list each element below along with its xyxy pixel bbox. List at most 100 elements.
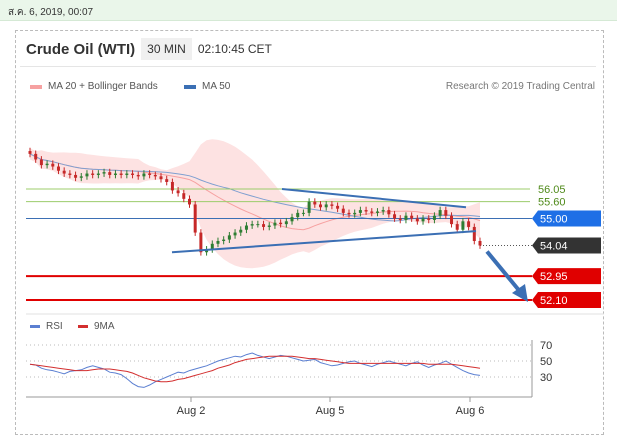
rsi-tick-70: 70 [540,340,552,352]
candle-body [284,221,288,225]
forecast-arrow-line [485,250,524,296]
candle-body [244,225,248,230]
candle-body [68,173,72,175]
candle-body [296,212,300,218]
candle-body [273,222,277,226]
rsi-series-9MA [29,355,481,383]
level-label-52.10: 52.10 [540,295,568,307]
candle-body [96,173,100,175]
candle-body [267,225,271,227]
level-tag-52.95 [532,268,601,285]
candle-body [398,218,402,220]
candle-body [108,172,112,175]
candle-body [279,222,283,225]
candle-body [375,211,379,213]
legend-bollinger-label: MA 20 + Bollinger Bands [48,81,158,92]
candle-body [444,210,448,216]
candle-body [170,181,174,191]
level-label-55.60: 55.60 [538,197,566,209]
rsi-ma-swatch-icon [78,325,88,328]
candle-body [432,215,436,220]
channel-lower-line [171,230,477,254]
candle-body [176,190,180,194]
level-label-52.95: 52.95 [540,271,568,283]
candle-body [256,224,260,226]
candle-body [319,204,323,208]
candle-body [450,215,454,225]
chart-time: 02:10:45 CET [197,42,272,56]
candle-body [45,163,49,166]
candle-body [233,232,237,236]
x-tick-label: Aug 2 [177,405,206,417]
candle-body [79,176,83,178]
timeframe-badge[interactable]: 30 MIN [141,38,192,60]
candle-body [136,174,140,177]
candle-body [455,224,459,230]
legend-rsi-ma: 9MA [78,321,115,332]
symbol-title: Crude Oil (WTI) [26,40,136,58]
level-tag-55.00 [532,210,601,227]
candle-body [28,151,32,154]
rsi-tick-50: 50 [540,356,552,368]
date-text: ส.ค. 6, 2019, 00:07 [8,7,94,18]
candle-body [113,173,117,175]
candle-body [370,211,374,213]
candle-body [301,212,305,214]
level-label-54.04: 54.04 [540,240,568,252]
legend-ma50-label: MA 50 [202,81,231,92]
candle-body [119,173,123,175]
bollinger-band-area [30,139,480,269]
date-bar: ส.ค. 6, 2019, 00:07 [0,0,617,21]
forecast-arrow-head [512,284,528,302]
candle-body [85,173,89,177]
x-tick-label: Aug 5 [316,405,345,417]
candle-body [142,173,146,177]
candle-body [125,173,129,175]
candle-body [358,210,362,213]
candle-body [187,198,191,205]
candle-body [153,174,157,177]
rsi-swatch-icon [30,325,40,328]
candle-body [210,243,214,250]
candle-body [250,224,254,226]
legend-rsi-ma-label: 9MA [94,321,115,332]
candle-body [148,173,152,175]
candle-body [415,218,419,222]
candle-body [393,214,397,219]
level-tag-52.10 [532,292,601,308]
research-credit: Research © 2019 Trading Central [445,81,595,92]
candle-body [438,210,442,216]
rsi-series-RSI [29,352,481,388]
legend-rsi-label: RSI [46,321,63,332]
candle-body [472,226,476,241]
candle-body [193,204,197,233]
candle-body [262,224,266,227]
candle-body [347,212,351,215]
rsi-tick-30: 30 [540,372,552,384]
candle-body [159,176,163,180]
candle-body [427,218,431,220]
candle-body [461,221,465,230]
candle-body [330,204,334,206]
candle-body [199,232,203,253]
candle-body [216,240,220,244]
candle-body [239,229,243,233]
candle-body [410,215,414,219]
candle-body [421,218,425,222]
candle-body [313,201,317,205]
candle-body [91,173,95,175]
candle-body [34,153,38,160]
candle-body [381,210,385,212]
candle-body [353,212,357,215]
candle-body [341,208,345,213]
legend-ma50: MA 50 [184,81,230,92]
candle-body [39,159,43,166]
level-label-55.00: 55.00 [540,214,568,226]
legend-rsi: RSI [30,321,63,332]
candle-body [467,221,471,227]
ma50-swatch-icon [184,84,196,89]
candle-body [387,210,391,215]
header-divider [20,66,596,67]
chart-header: Crude Oil (WTI) 30 MIN 02:10:45 CET [26,36,272,62]
